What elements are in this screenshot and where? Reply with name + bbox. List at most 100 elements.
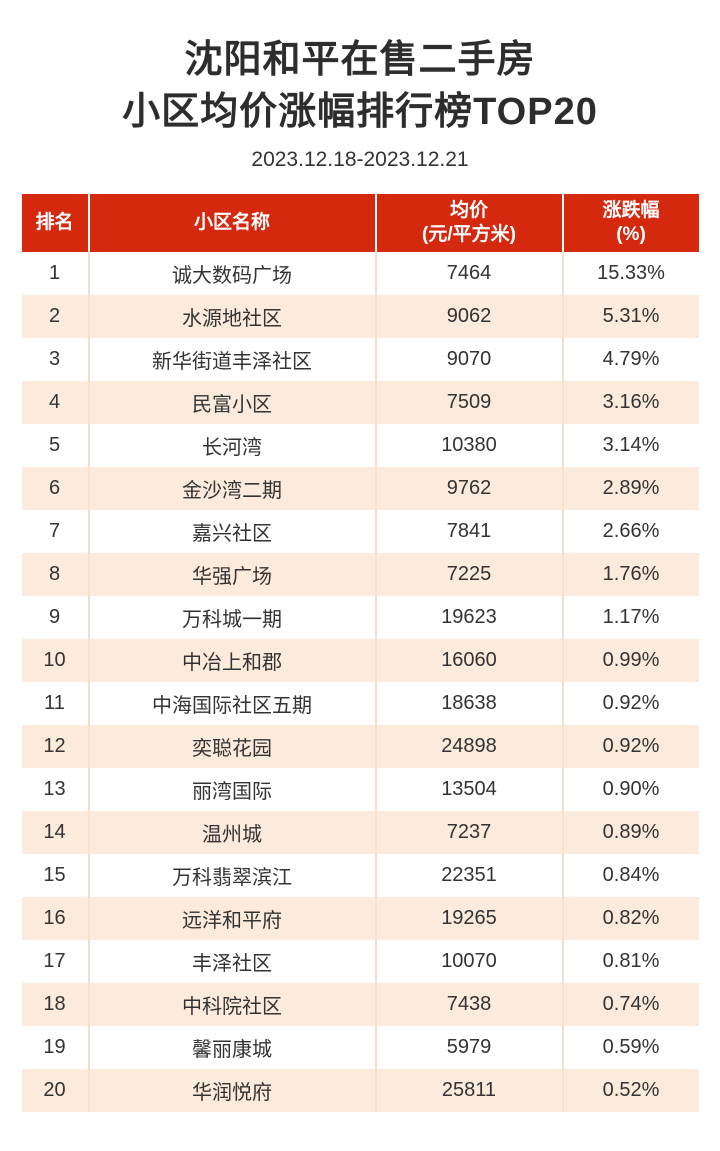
ranking-table: 排名 小区名称 均价 (元/平方米) 涨跌幅 (%) 1 诚大数码广场 7464… <box>21 194 699 1112</box>
header-change-percent: 涨跌幅 (%) <box>562 194 699 252</box>
community-name-cell: 中冶上和郡 <box>88 639 377 682</box>
table-row: 18 中科院社区 7438 0.74% <box>21 983 699 1026</box>
change-cell: 0.89% <box>562 811 699 854</box>
rank-cell: 8 <box>21 553 90 596</box>
price-cell: 7464 <box>375 252 564 295</box>
community-name-cell: 华润悦府 <box>88 1069 377 1112</box>
rank-cell: 4 <box>21 381 90 424</box>
change-cell: 0.92% <box>562 682 699 725</box>
table-row: 19 馨丽康城 5979 0.59% <box>21 1026 699 1069</box>
rank-cell: 14 <box>21 811 90 854</box>
price-cell: 25811 <box>375 1069 564 1112</box>
rank-cell: 10 <box>21 639 90 682</box>
change-cell: 1.76% <box>562 553 699 596</box>
community-name-cell: 中科院社区 <box>88 983 377 1026</box>
community-name-cell: 诚大数码广场 <box>88 252 377 295</box>
rank-cell: 3 <box>21 338 90 381</box>
table-row: 5 长河湾 10380 3.14% <box>21 424 699 467</box>
change-cell: 4.79% <box>562 338 699 381</box>
community-name-cell: 温州城 <box>88 811 377 854</box>
table-row: 10 中冶上和郡 16060 0.99% <box>21 639 699 682</box>
price-cell: 13504 <box>375 768 564 811</box>
header-change-line1: 涨跌幅 <box>602 200 660 222</box>
price-cell: 5979 <box>375 1026 564 1069</box>
price-cell: 7841 <box>375 510 564 553</box>
change-cell: 0.81% <box>562 940 699 983</box>
price-cell: 10380 <box>375 424 564 467</box>
rank-cell: 13 <box>21 768 90 811</box>
table-body: 1 诚大数码广场 7464 15.33% 2 水源地社区 9062 5.31% … <box>21 252 699 1112</box>
change-cell: 0.90% <box>562 768 699 811</box>
price-cell: 7438 <box>375 983 564 1026</box>
table-row: 15 万科翡翠滨江 22351 0.84% <box>21 854 699 897</box>
rank-cell: 9 <box>21 596 90 639</box>
change-cell: 0.59% <box>562 1026 699 1069</box>
change-cell: 2.89% <box>562 467 699 510</box>
table-row: 1 诚大数码广场 7464 15.33% <box>21 252 699 295</box>
price-cell: 7225 <box>375 553 564 596</box>
community-name-cell: 奕聪花园 <box>88 725 377 768</box>
community-name-cell: 长河湾 <box>88 424 377 467</box>
header-price-line1: 均价 <box>449 200 488 222</box>
community-name-cell: 新华街道丰泽社区 <box>88 338 377 381</box>
table-header: 排名 小区名称 均价 (元/平方米) 涨跌幅 (%) <box>21 194 699 252</box>
price-cell: 19623 <box>375 596 564 639</box>
price-cell: 7509 <box>375 381 564 424</box>
rank-cell: 5 <box>21 424 90 467</box>
change-cell: 3.16% <box>562 381 699 424</box>
change-cell: 15.33% <box>562 252 699 295</box>
price-cell: 18638 <box>375 682 564 725</box>
header-price-line2: (元/平方米) <box>422 224 516 245</box>
table-row: 6 金沙湾二期 9762 2.89% <box>21 467 699 510</box>
change-cell: 5.31% <box>562 295 699 338</box>
header-community-name-label: 小区名称 <box>193 212 270 234</box>
community-name-cell: 金沙湾二期 <box>88 467 377 510</box>
price-cell: 10070 <box>375 940 564 983</box>
table-row: 16 远洋和平府 19265 0.82% <box>21 897 699 940</box>
page-title-line1: 沈阳和平在售二手房 <box>184 39 536 81</box>
table-row: 3 新华街道丰泽社区 9070 4.79% <box>21 338 699 381</box>
header-rank-label: 排名 <box>35 212 74 234</box>
table-row: 12 奕聪花园 24898 0.92% <box>21 725 699 768</box>
table-row: 9 万科城一期 19623 1.17% <box>21 596 699 639</box>
community-name-cell: 华强广场 <box>88 553 377 596</box>
price-cell: 7237 <box>375 811 564 854</box>
change-cell: 0.84% <box>562 854 699 897</box>
rank-cell: 2 <box>21 295 90 338</box>
community-name-cell: 万科城一期 <box>88 596 377 639</box>
rank-cell: 19 <box>21 1026 90 1069</box>
change-cell: 2.66% <box>562 510 699 553</box>
rank-cell: 12 <box>21 725 90 768</box>
table-row: 4 民富小区 7509 3.16% <box>21 381 699 424</box>
community-name-cell: 水源地社区 <box>88 295 377 338</box>
rank-cell: 16 <box>21 897 90 940</box>
community-name-cell: 嘉兴社区 <box>88 510 377 553</box>
community-name-cell: 馨丽康城 <box>88 1026 377 1069</box>
price-cell: 9762 <box>375 467 564 510</box>
table-row: 17 丰泽社区 10070 0.81% <box>21 940 699 983</box>
change-cell: 0.52% <box>562 1069 699 1112</box>
rank-cell: 17 <box>21 940 90 983</box>
change-cell: 0.82% <box>562 897 699 940</box>
change-cell: 0.74% <box>562 983 699 1026</box>
rank-cell: 15 <box>21 854 90 897</box>
table-row: 14 温州城 7237 0.89% <box>21 811 699 854</box>
table-row: 13 丽湾国际 13504 0.90% <box>21 768 699 811</box>
price-cell: 9070 <box>375 338 564 381</box>
header-change-line2: (%) <box>616 224 646 245</box>
community-name-cell: 远洋和平府 <box>88 897 377 940</box>
table-row: 20 华润悦府 25811 0.52% <box>21 1069 699 1112</box>
date-range: 2023.12.18-2023.12.21 <box>251 148 469 171</box>
price-cell: 24898 <box>375 725 564 768</box>
rank-cell: 20 <box>21 1069 90 1112</box>
table-row: 2 水源地社区 9062 5.31% <box>21 295 699 338</box>
rank-cell: 6 <box>21 467 90 510</box>
header-average-price: 均价 (元/平方米) <box>375 194 564 252</box>
rank-cell: 11 <box>21 682 90 725</box>
page-title-line2: 小区均价涨幅排行榜TOP20 <box>122 91 598 133</box>
table-row: 7 嘉兴社区 7841 2.66% <box>21 510 699 553</box>
header-rank: 排名 <box>21 194 90 252</box>
header-community-name: 小区名称 <box>88 194 377 252</box>
community-name-cell: 丽湾国际 <box>88 768 377 811</box>
